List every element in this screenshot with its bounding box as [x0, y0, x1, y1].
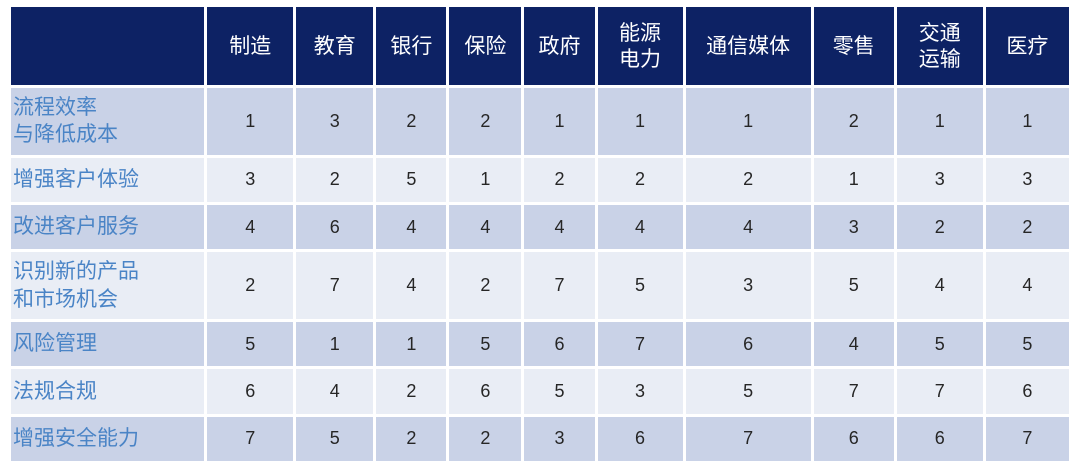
data-cell: 5 [597, 252, 683, 319]
data-cell: 3 [896, 157, 983, 202]
data-cell: 3 [296, 88, 374, 155]
data-cell: 7 [296, 252, 374, 319]
row-label: 识别新的产品 和市场机会 [11, 252, 205, 319]
data-cell: 7 [896, 369, 983, 414]
data-cell: 6 [597, 416, 683, 461]
col-header-transportation: 交通 运输 [896, 7, 983, 85]
row-label: 法规合规 [11, 369, 205, 414]
data-cell: 5 [524, 369, 595, 414]
table-row-new-products-markets: 识别新的产品 和市场机会 2 7 4 2 7 5 3 5 4 4 [11, 252, 1069, 319]
data-cell: 1 [597, 88, 683, 155]
data-cell: 2 [449, 252, 522, 319]
data-cell: 3 [207, 157, 294, 202]
data-cell: 2 [376, 88, 447, 155]
data-cell: 2 [813, 88, 894, 155]
data-cell: 4 [296, 369, 374, 414]
data-cell: 5 [813, 252, 894, 319]
data-cell: 1 [296, 321, 374, 367]
data-cell: 6 [685, 321, 811, 367]
data-cell: 1 [685, 88, 811, 155]
data-cell: 2 [449, 416, 522, 461]
data-cell: 5 [449, 321, 522, 367]
table-row-regulatory-compliance: 法规合规 6 4 2 6 5 3 5 7 7 6 [11, 369, 1069, 414]
col-header-banking: 银行 [376, 7, 447, 85]
col-header-manufacturing: 制造 [207, 7, 294, 85]
data-cell: 6 [985, 369, 1069, 414]
data-cell: 3 [597, 369, 683, 414]
data-cell: 3 [985, 157, 1069, 202]
data-cell: 7 [813, 369, 894, 414]
col-header-government: 政府 [524, 7, 595, 85]
data-cell: 7 [207, 416, 294, 461]
table-row-risk-management: 风险管理 5 1 1 5 6 7 6 4 5 5 [11, 321, 1069, 367]
data-cell: 5 [376, 157, 447, 202]
data-cell: 4 [449, 204, 522, 250]
data-cell: 1 [985, 88, 1069, 155]
data-cell: 6 [524, 321, 595, 367]
data-cell: 4 [896, 252, 983, 319]
data-cell: 3 [685, 252, 811, 319]
data-cell: 6 [449, 369, 522, 414]
data-cell: 1 [524, 88, 595, 155]
data-cell: 1 [813, 157, 894, 202]
data-cell: 7 [985, 416, 1069, 461]
corner-cell [11, 7, 205, 85]
data-cell: 6 [207, 369, 294, 414]
data-cell: 6 [813, 416, 894, 461]
table-row-process-efficiency: 流程效率 与降低成本 1 3 2 2 1 1 1 2 1 1 [11, 88, 1069, 155]
col-header-insurance: 保险 [449, 7, 522, 85]
header-row: 制造 教育 银行 保险 政府 能源 电力 通信媒体 零售 交通 运输 医疗 [11, 7, 1069, 85]
table-row-customer-experience: 增强客户体验 3 2 5 1 2 2 2 1 3 3 [11, 157, 1069, 202]
data-cell: 4 [685, 204, 811, 250]
data-cell: 4 [376, 204, 447, 250]
col-header-education: 教育 [296, 7, 374, 85]
data-cell: 5 [685, 369, 811, 414]
data-cell: 3 [813, 204, 894, 250]
data-cell: 4 [985, 252, 1069, 319]
col-header-healthcare: 医疗 [985, 7, 1069, 85]
data-cell: 2 [207, 252, 294, 319]
data-cell: 4 [524, 204, 595, 250]
data-cell: 2 [524, 157, 595, 202]
table-row-customer-service: 改进客户服务 4 6 4 4 4 4 4 3 2 2 [11, 204, 1069, 250]
data-cell: 6 [296, 204, 374, 250]
data-cell: 7 [685, 416, 811, 461]
data-cell: 2 [896, 204, 983, 250]
data-cell: 1 [896, 88, 983, 155]
data-cell: 1 [449, 157, 522, 202]
col-header-energy-power: 能源 电力 [597, 7, 683, 85]
data-cell: 4 [813, 321, 894, 367]
data-cell: 4 [207, 204, 294, 250]
data-cell: 1 [376, 321, 447, 367]
data-cell: 7 [524, 252, 595, 319]
industry-priority-table: 制造 教育 银行 保险 政府 能源 电力 通信媒体 零售 交通 运输 医疗 流程… [8, 4, 1072, 464]
data-cell: 4 [597, 204, 683, 250]
data-cell: 1 [207, 88, 294, 155]
data-cell: 7 [597, 321, 683, 367]
data-cell: 2 [985, 204, 1069, 250]
row-label: 风险管理 [11, 321, 205, 367]
row-label: 增强客户体验 [11, 157, 205, 202]
row-label: 增强安全能力 [11, 416, 205, 461]
data-cell: 5 [985, 321, 1069, 367]
col-header-telecom-media: 通信媒体 [685, 7, 811, 85]
data-cell: 2 [376, 416, 447, 461]
data-cell: 2 [296, 157, 374, 202]
data-cell: 5 [896, 321, 983, 367]
col-header-retail: 零售 [813, 7, 894, 85]
data-cell: 6 [896, 416, 983, 461]
data-cell: 2 [685, 157, 811, 202]
data-cell: 2 [449, 88, 522, 155]
data-cell: 2 [376, 369, 447, 414]
data-cell: 3 [524, 416, 595, 461]
table-row-security-capability: 增强安全能力 7 5 2 2 3 6 7 6 6 7 [11, 416, 1069, 461]
data-cell: 4 [376, 252, 447, 319]
data-cell: 2 [597, 157, 683, 202]
row-label: 流程效率 与降低成本 [11, 88, 205, 155]
data-cell: 5 [207, 321, 294, 367]
row-label: 改进客户服务 [11, 204, 205, 250]
data-cell: 5 [296, 416, 374, 461]
